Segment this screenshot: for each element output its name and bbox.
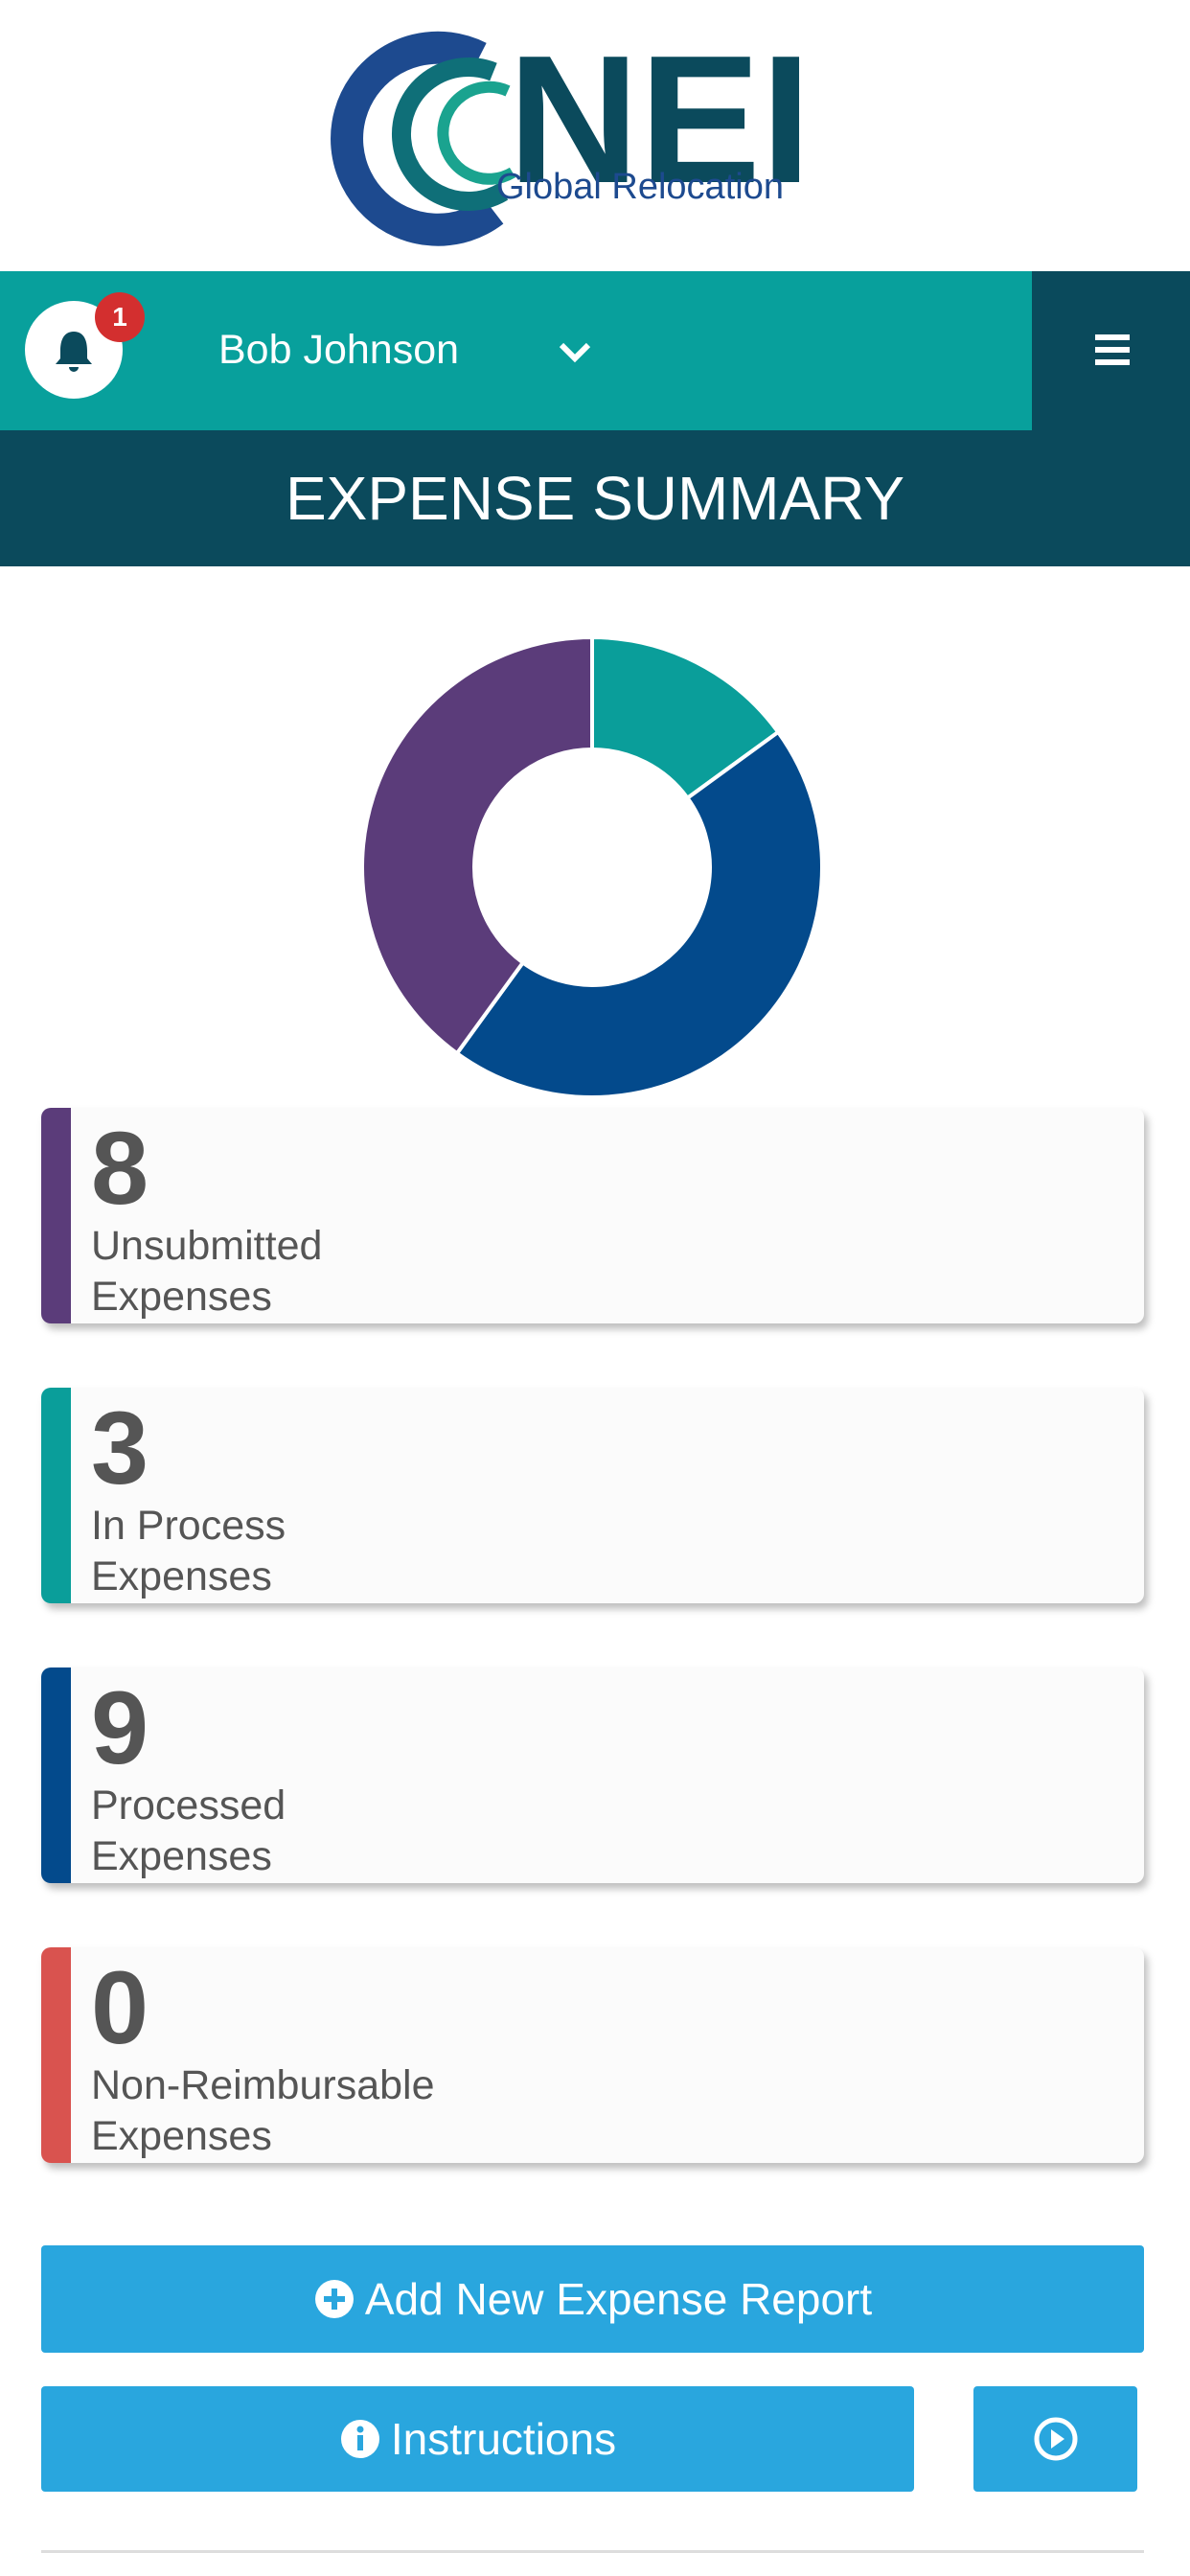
donut-slice — [454, 729, 824, 1099]
notification-badge: 1 — [95, 292, 145, 342]
plus-icon — [314, 2280, 354, 2318]
video-button[interactable] — [973, 2386, 1137, 2492]
status-label: Processed Expenses — [91, 1782, 286, 1879]
notification-button[interactable] — [25, 301, 123, 399]
user-bar — [0, 271, 1032, 430]
status-label: Unsubmitted Expenses — [91, 1223, 323, 1320]
status-label: In Process Expenses — [91, 1503, 286, 1599]
menu-button[interactable] — [1032, 271, 1190, 430]
status-count: 0 — [91, 1949, 149, 2065]
logo-swirl — [437, 80, 516, 185]
status-card: 8 Unsubmitted Expenses — [41, 1108, 1144, 1323]
status-card: 3 In Process Expenses — [41, 1388, 1144, 1603]
button-label: Add New Expense Report — [364, 2274, 873, 2324]
user-name[interactable]: Bob Johnson — [218, 327, 460, 373]
logo-mark: NEI — [508, 19, 812, 221]
donut-slice — [360, 634, 594, 1056]
play-icon — [1034, 2417, 1077, 2461]
logo-swirl — [392, 57, 509, 211]
status-label: Non-Reimbursable Expenses — [91, 2062, 435, 2159]
status-count: 9 — [91, 1669, 149, 1785]
status-color — [41, 1668, 71, 1883]
donut-slice — [590, 634, 781, 801]
divider — [41, 2550, 1144, 2553]
status-card: 9 Processed Expenses — [41, 1668, 1144, 1883]
logo: NEI Global Relocation — [331, 19, 812, 246]
status-color — [41, 1108, 71, 1323]
info-icon — [340, 2420, 379, 2458]
logo-swirl — [331, 31, 504, 246]
chevron[interactable] — [556, 337, 594, 366]
bell-icon — [56, 332, 92, 372]
status-count: 3 — [91, 1390, 149, 1506]
status-color — [41, 1947, 71, 2163]
status-count: 8 — [91, 1110, 149, 1226]
menu-icon — [1095, 334, 1130, 365]
add-report-button[interactable]: Add New Expense Report — [41, 2245, 1144, 2353]
page-title: EXPENSE SUMMARY — [0, 430, 1190, 566]
donut-chart — [360, 634, 824, 1099]
status-color — [41, 1388, 71, 1603]
status-card: 0 Non-Reimbursable Expenses — [41, 1947, 1144, 2163]
instructions-button[interactable]: Instructions — [41, 2386, 914, 2492]
logo-sub: Global Relocation — [496, 167, 784, 207]
button-label: Instructions — [390, 2414, 617, 2464]
